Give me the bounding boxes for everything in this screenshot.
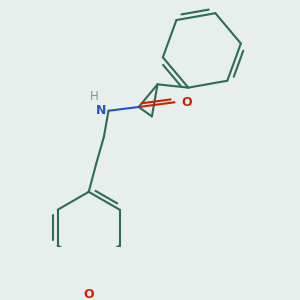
Text: O: O <box>83 288 94 300</box>
Text: H: H <box>90 90 99 103</box>
Text: N: N <box>96 104 106 117</box>
Text: O: O <box>181 96 192 109</box>
